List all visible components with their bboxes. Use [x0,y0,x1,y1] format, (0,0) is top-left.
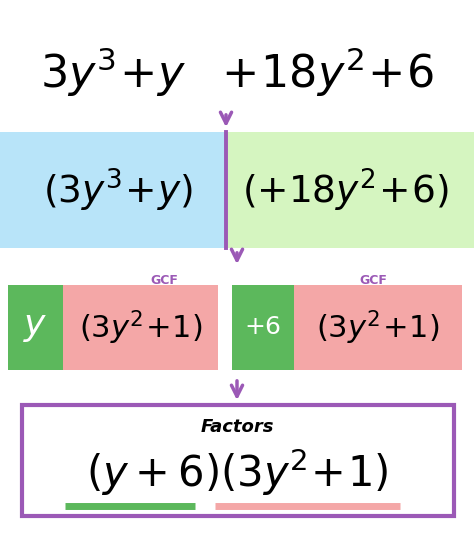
Bar [232,285,294,370]
Text: $(3y^2\!+\!1)$: $(3y^2\!+\!1)$ [79,308,202,347]
Text: $3y^3\!+\!y\ \ +\!18y^2\!+\!6$: $3y^3\!+\!y\ \ +\!18y^2\!+\!6$ [40,45,434,99]
Text: Factors: Factors [200,418,274,436]
Text: $y$: $y$ [23,311,48,344]
Text: $(3y^3\!+\!y)$: $(3y^3\!+\!y)$ [43,166,193,214]
Text: $+6$: $+6$ [244,316,282,340]
Text: $(3y^2\!+\!1)$: $(3y^2\!+\!1)$ [316,308,440,347]
Text: GCF: GCF [359,274,387,287]
Bar [8,285,63,370]
Text: $(y+6)(3y^2\!+\!1)$: $(y+6)(3y^2\!+\!1)$ [86,446,388,498]
Text: $(+18y^2\!+\!6)$: $(+18y^2\!+\!6)$ [242,166,448,214]
Bar [0,132,226,248]
Bar [63,285,218,370]
FancyBboxPatch shape [22,405,454,516]
Bar [294,285,462,370]
Text: GCF: GCF [150,274,178,287]
Bar [226,132,474,248]
